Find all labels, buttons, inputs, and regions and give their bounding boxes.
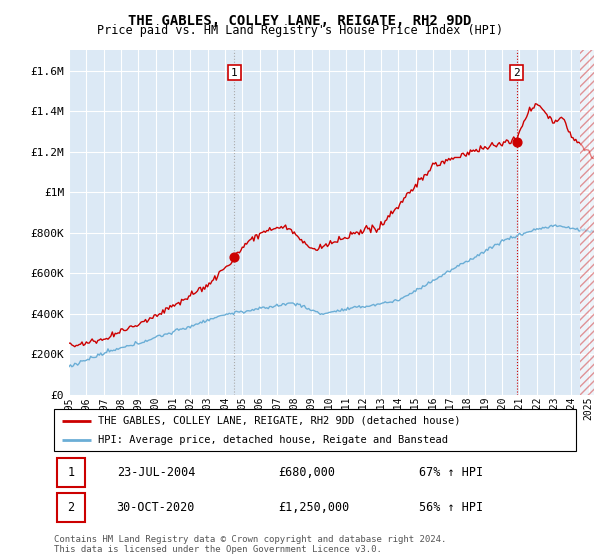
Text: 2: 2 — [513, 68, 520, 78]
Point — [230, 253, 239, 262]
Bar — [56, 493, 85, 522]
Text: 67% ↑ HPI: 67% ↑ HPI — [419, 466, 484, 479]
Text: 2: 2 — [67, 501, 74, 514]
Bar — [56, 458, 85, 487]
Text: 1: 1 — [231, 68, 238, 78]
Text: £680,000: £680,000 — [278, 466, 335, 479]
Text: This data is licensed under the Open Government Licence v3.0.: This data is licensed under the Open Gov… — [54, 545, 382, 554]
Text: 23-JUL-2004: 23-JUL-2004 — [116, 466, 195, 479]
Text: 56% ↑ HPI: 56% ↑ HPI — [419, 501, 484, 514]
Text: Price paid vs. HM Land Registry's House Price Index (HPI): Price paid vs. HM Land Registry's House … — [97, 24, 503, 37]
Text: 1: 1 — [67, 466, 74, 479]
Text: 30-OCT-2020: 30-OCT-2020 — [116, 501, 195, 514]
Text: THE GABLES, COLLEY LANE, REIGATE, RH2 9DD: THE GABLES, COLLEY LANE, REIGATE, RH2 9D… — [128, 14, 472, 28]
Text: Contains HM Land Registry data © Crown copyright and database right 2024.: Contains HM Land Registry data © Crown c… — [54, 535, 446, 544]
Point — [512, 137, 521, 146]
Text: THE GABLES, COLLEY LANE, REIGATE, RH2 9DD (detached house): THE GABLES, COLLEY LANE, REIGATE, RH2 9D… — [98, 416, 461, 426]
Text: HPI: Average price, detached house, Reigate and Banstead: HPI: Average price, detached house, Reig… — [98, 435, 448, 445]
Text: £1,250,000: £1,250,000 — [278, 501, 350, 514]
